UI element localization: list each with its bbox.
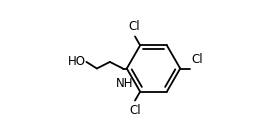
Text: Cl: Cl <box>129 104 141 117</box>
Text: NH: NH <box>116 77 133 90</box>
Text: Cl: Cl <box>192 53 204 66</box>
Text: HO: HO <box>68 55 86 68</box>
Text: Cl: Cl <box>129 20 140 33</box>
